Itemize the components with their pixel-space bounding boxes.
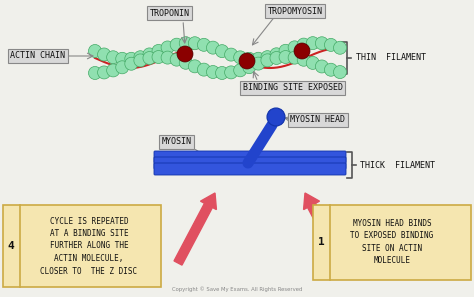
Circle shape	[161, 51, 174, 64]
Circle shape	[294, 43, 310, 59]
Circle shape	[234, 64, 246, 77]
Circle shape	[279, 44, 292, 57]
FancyBboxPatch shape	[313, 205, 471, 280]
Circle shape	[107, 64, 119, 77]
Circle shape	[267, 108, 285, 126]
Circle shape	[98, 48, 110, 61]
Circle shape	[107, 51, 119, 64]
Circle shape	[170, 38, 183, 51]
Text: MYOSIN HEAD: MYOSIN HEAD	[291, 116, 346, 124]
Circle shape	[261, 51, 274, 64]
FancyArrow shape	[174, 193, 217, 265]
Text: CYCLE IS REPEATED
AT A BINDING SITE
FURTHER ALONG THE
ACTIN MOLECULE,
CLOSER TO : CYCLE IS REPEATED AT A BINDING SITE FURT…	[40, 217, 137, 276]
FancyBboxPatch shape	[154, 163, 346, 175]
Circle shape	[279, 50, 292, 64]
Circle shape	[234, 51, 246, 64]
Circle shape	[252, 52, 265, 65]
Text: TROPOMYOSIN: TROPOMYOSIN	[267, 7, 322, 15]
Circle shape	[315, 37, 328, 50]
Text: 4: 4	[8, 241, 14, 251]
Text: 1: 1	[318, 237, 324, 247]
Circle shape	[188, 37, 201, 50]
Circle shape	[270, 51, 283, 64]
Circle shape	[334, 66, 346, 79]
Circle shape	[252, 57, 265, 70]
Circle shape	[216, 67, 228, 80]
Circle shape	[98, 66, 110, 79]
Circle shape	[197, 38, 210, 51]
Circle shape	[324, 63, 337, 76]
FancyBboxPatch shape	[3, 205, 161, 287]
Circle shape	[288, 41, 301, 54]
Circle shape	[306, 56, 319, 69]
Circle shape	[89, 45, 101, 58]
Circle shape	[116, 61, 129, 74]
Text: THIN  FILAMENT: THIN FILAMENT	[356, 53, 426, 62]
Circle shape	[116, 52, 129, 65]
Circle shape	[134, 51, 147, 64]
Circle shape	[179, 37, 192, 50]
Circle shape	[177, 46, 193, 62]
Text: ACTIN CHAIN: ACTIN CHAIN	[10, 51, 65, 61]
Text: TROPONIN: TROPONIN	[150, 9, 190, 18]
Circle shape	[188, 60, 201, 73]
Circle shape	[134, 54, 147, 67]
FancyBboxPatch shape	[154, 157, 346, 169]
Circle shape	[125, 52, 138, 65]
Text: BINDING SITE EXPOSED: BINDING SITE EXPOSED	[243, 83, 343, 92]
Circle shape	[89, 67, 101, 80]
Circle shape	[324, 38, 337, 51]
FancyBboxPatch shape	[154, 151, 346, 163]
Circle shape	[152, 50, 165, 64]
Circle shape	[197, 63, 210, 76]
Circle shape	[216, 45, 228, 58]
Circle shape	[334, 41, 346, 54]
Circle shape	[288, 51, 301, 64]
Circle shape	[125, 57, 138, 70]
Text: MYOSIN: MYOSIN	[162, 138, 192, 146]
Circle shape	[143, 51, 156, 64]
Circle shape	[270, 48, 283, 61]
Circle shape	[225, 66, 237, 79]
Circle shape	[152, 45, 165, 57]
Circle shape	[161, 41, 174, 54]
Circle shape	[243, 61, 256, 74]
Circle shape	[225, 48, 237, 61]
FancyArrow shape	[303, 193, 346, 265]
Text: Copyright © Save My Exams. All Rights Reserved: Copyright © Save My Exams. All Rights Re…	[172, 286, 302, 292]
Circle shape	[207, 41, 219, 54]
Text: MYOSIN HEAD BINDS
TO EXPOSED BINDING
SITE ON ACTIN
MOLECULE: MYOSIN HEAD BINDS TO EXPOSED BINDING SIT…	[350, 219, 434, 265]
Circle shape	[179, 56, 192, 69]
Circle shape	[170, 53, 183, 66]
Circle shape	[239, 53, 255, 69]
Circle shape	[297, 53, 310, 66]
Circle shape	[243, 52, 256, 65]
Circle shape	[207, 66, 219, 78]
Circle shape	[297, 38, 310, 51]
Circle shape	[306, 37, 319, 50]
Text: THICK  FILAMENT: THICK FILAMENT	[360, 160, 435, 170]
Circle shape	[143, 48, 156, 61]
Circle shape	[261, 54, 274, 67]
Circle shape	[315, 60, 328, 73]
